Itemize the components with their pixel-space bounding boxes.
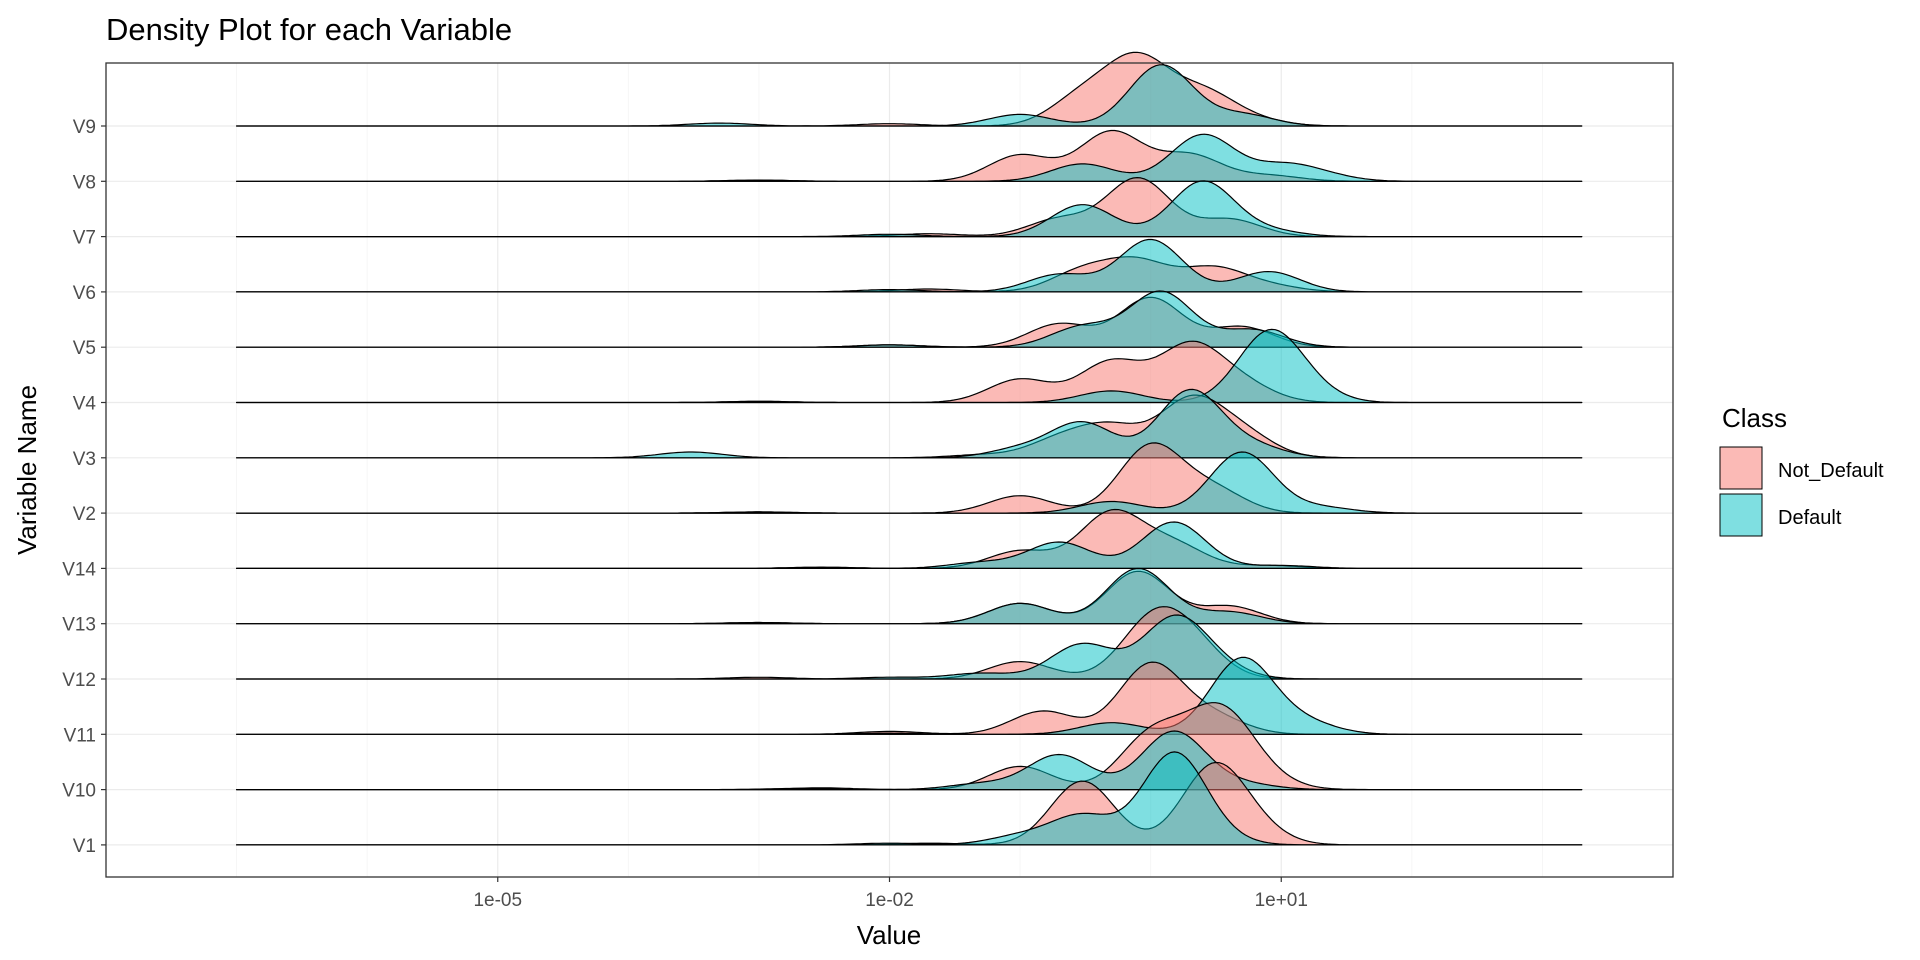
y-axis-title: Variable Name (12, 385, 42, 555)
ridge-v10 (236, 702, 1583, 791)
y-tick-label-v12: V12 (62, 670, 96, 691)
ridges (236, 51, 1583, 846)
density-default-v4 (236, 328, 1583, 404)
density-default-v7 (236, 180, 1583, 238)
y-tick-label-v11: V11 (64, 725, 96, 746)
ridge-v13 (236, 567, 1583, 625)
density-default-v1 (236, 751, 1583, 846)
density-default-v5 (236, 290, 1583, 348)
legend-key-default (1719, 493, 1763, 537)
y-tick-label-v2: V2 (73, 504, 96, 525)
y-tick-label-v7: V7 (73, 228, 96, 249)
density-default-v13 (236, 567, 1583, 625)
ridge-v5 (236, 290, 1583, 348)
x-axis-title: Value (857, 920, 922, 950)
x-axis-ticks: 1e-05 1e-02 1e+01 (473, 877, 1308, 911)
ridge-v6 (236, 238, 1583, 293)
x-tick-label: 1e+01 (1255, 890, 1308, 911)
ridge-v1 (236, 751, 1583, 846)
legend: Class Not_Default Default (1719, 403, 1884, 537)
ridge-v3 (236, 388, 1583, 459)
density-default-v11 (236, 656, 1583, 735)
legend-label-not-default: Not_Default (1778, 460, 1884, 482)
chart-title: Density Plot for each Variable (106, 12, 512, 47)
x-tick-label: 1e-02 (865, 890, 914, 911)
density-default-v10 (236, 730, 1583, 791)
y-tick-label-v9: V9 (73, 117, 96, 138)
x-tick-label: 1e-05 (473, 890, 522, 911)
legend-key-not-default (1719, 446, 1763, 490)
density-default-v6 (236, 238, 1583, 293)
density-default-v9 (236, 64, 1583, 127)
density-default-v2 (236, 451, 1583, 514)
ridge-v2 (236, 442, 1583, 514)
y-tick-label-v3: V3 (73, 449, 96, 470)
legend-title: Class (1722, 403, 1787, 433)
y-tick-label-v10: V10 (62, 781, 96, 802)
y-tick-label-v6: V6 (73, 283, 96, 304)
legend-label-default: Default (1778, 507, 1842, 529)
y-tick-label-v8: V8 (73, 172, 96, 193)
y-tick-label-v14: V14 (62, 559, 96, 580)
y-tick-label-v4: V4 (73, 394, 97, 415)
y-tick-label-v13: V13 (62, 615, 96, 636)
y-tick-label-v5: V5 (73, 338, 96, 359)
density-default-v8 (236, 133, 1583, 182)
y-axis-ticks: V1 V10 V11 V12 V13 V14 V2 V3 V4 V5 V6 V7 V8 V9 (62, 117, 106, 857)
ridge-v8 (236, 129, 1583, 182)
ridge-v14 (236, 508, 1583, 569)
ridge-v12 (236, 606, 1583, 680)
y-tick-label-v1: V1 (73, 836, 96, 857)
density-default-v12 (236, 614, 1583, 680)
density-default-v3 (236, 388, 1583, 459)
ridge-v9 (236, 51, 1583, 127)
density-default-v14 (236, 521, 1583, 569)
ridge-v11 (236, 656, 1583, 735)
ridge-v7 (236, 177, 1583, 238)
ridge-v4 (236, 328, 1583, 404)
